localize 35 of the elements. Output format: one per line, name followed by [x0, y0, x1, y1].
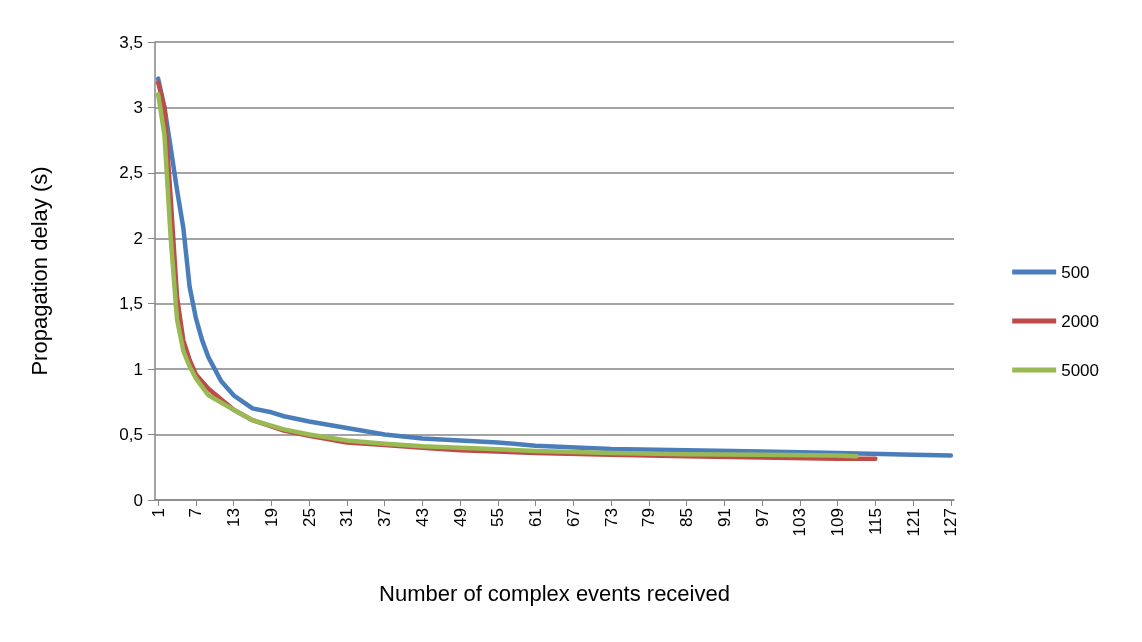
x-tick-label: 85 [677, 508, 697, 527]
x-tick-label: 115 [865, 508, 885, 536]
y-tick-label: 2,5 [119, 163, 143, 183]
x-tick-label: 7 [186, 508, 206, 518]
x-tick-label: 19 [261, 508, 281, 527]
x-tick-label: 61 [526, 508, 546, 527]
legend-label: 5000 [1061, 360, 1100, 380]
x-tick-label: 37 [375, 508, 395, 527]
x-axis-title: Number of complex events received [379, 580, 730, 606]
x-tick-label: 103 [790, 508, 810, 537]
x-tick-label: 43 [412, 508, 432, 527]
x-tick-label: 49 [450, 508, 470, 527]
x-tick-label: 67 [563, 508, 583, 527]
x-tick-label: 97 [752, 508, 772, 527]
y-tick-label: 1,5 [119, 294, 143, 314]
x-tick-label: 79 [639, 508, 659, 527]
x-tick-label: 31 [337, 508, 357, 527]
x-tick-label: 73 [601, 508, 621, 527]
y-tick-label: 3,5 [119, 32, 143, 52]
y-tick-label: 0,5 [119, 425, 143, 445]
legend-label: 2000 [1061, 311, 1100, 331]
y-tick-label: 3 [133, 97, 143, 117]
x-tick-label: 121 [903, 508, 923, 537]
x-tick-label: 55 [488, 508, 508, 527]
x-tick-label: 25 [299, 508, 319, 527]
y-tick-label: 0 [133, 490, 143, 510]
y-tick-label: 1 [133, 359, 143, 379]
x-tick-label: 109 [828, 508, 848, 537]
legend-label: 500 [1061, 262, 1090, 282]
x-tick-label: 1 [148, 508, 168, 518]
x-tick-label: 127 [941, 508, 961, 537]
x-tick-label: 13 [224, 508, 244, 527]
y-axis-title: Propagation delay (s) [26, 166, 52, 376]
y-tick-label: 2 [133, 228, 143, 248]
x-tick-label: 91 [714, 508, 734, 527]
